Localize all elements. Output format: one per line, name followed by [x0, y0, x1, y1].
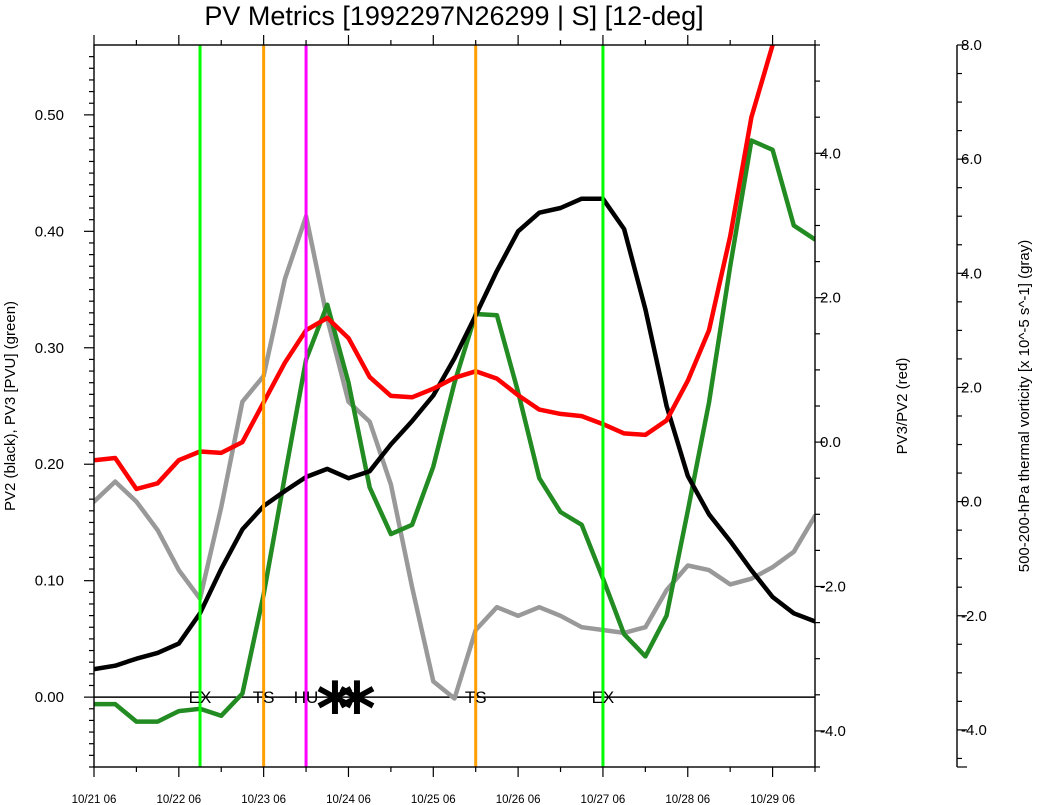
- event-lines: [198, 45, 605, 767]
- x-tick-label: 10/22 06: [156, 794, 201, 805]
- y-far-right-tick-label: -4.0: [961, 722, 987, 739]
- y-far-right-tick-label: 8.0: [961, 37, 982, 54]
- x-tick-label: 10/25 06: [411, 794, 456, 805]
- y-left-tick-label: 0.10: [35, 573, 64, 590]
- x-tick-label: 10/28 06: [665, 794, 710, 805]
- event-label-5: EX: [592, 688, 615, 707]
- y-left-tick-label: 0.00: [35, 689, 64, 706]
- axes: 10/21 06 10/22 06 10/23 06 10/24 06 10/25 06…: [35, 35, 987, 805]
- event-label-4: TS: [465, 688, 487, 707]
- y-left-tick-label: 0.30: [35, 340, 64, 357]
- x-tick-label: 10/23 06: [241, 794, 286, 805]
- event-label-1: EX: [189, 688, 212, 707]
- y-left-tick-label: 0.50: [35, 107, 64, 124]
- series-layer: [94, 45, 815, 724]
- y-left-tick-label: 0.40: [35, 223, 64, 240]
- chart-title: PV Metrics [1992297N26299 | S] [12-deg]: [204, 1, 703, 31]
- series-line-pv3-pv2: [94, 45, 775, 492]
- y-right-tick-label: -2.0: [820, 579, 846, 596]
- event-label-3: HU: [294, 688, 319, 707]
- y-left-tick-label: 0.20: [35, 456, 64, 473]
- y-far-right-tick-label: 0.0: [961, 494, 982, 511]
- y-far-right-tick-label: -2.0: [961, 608, 987, 625]
- y-right-tick-label: 4.0: [820, 145, 841, 162]
- y-far-right-tick-label: 4.0: [961, 265, 982, 282]
- y-right-tick-label: 2.0: [820, 290, 841, 307]
- y-far-right-tick-label: 6.0: [961, 151, 982, 168]
- series-line-thermal-vorticity: [94, 213, 815, 701]
- x-tick-label: 10/26 06: [496, 794, 541, 805]
- asterisk-marker-1: *: [316, 667, 354, 751]
- asterisk-marker-2: *: [338, 667, 376, 751]
- x-tick-label: 10/29 06: [750, 794, 795, 805]
- x-tick-label: 10/27 06: [581, 794, 626, 805]
- series-line-pv3: [94, 138, 815, 724]
- y-right-tick-label: -4.0: [820, 723, 846, 740]
- y-far-right-tick-label: 2.0: [961, 379, 982, 396]
- series-line-pv2: [94, 196, 815, 672]
- y-axis-label-far-right: 500-200-hPa thermal vorticity [x 10^-5 s…: [1016, 240, 1033, 573]
- x-tick-label: 10/24 06: [326, 794, 371, 805]
- event-labels: EX TS HU TS EX **: [189, 667, 615, 751]
- y-axis-label-right: PV3/PV2 (red): [894, 358, 911, 455]
- x-tick-label: 10/21 06: [72, 794, 117, 805]
- y-axis-label-left: PV2 (black), PV3 [PVU] (green): [2, 301, 19, 511]
- event-label-2: TS: [253, 688, 275, 707]
- y-right-tick-label: 0.0: [820, 434, 841, 451]
